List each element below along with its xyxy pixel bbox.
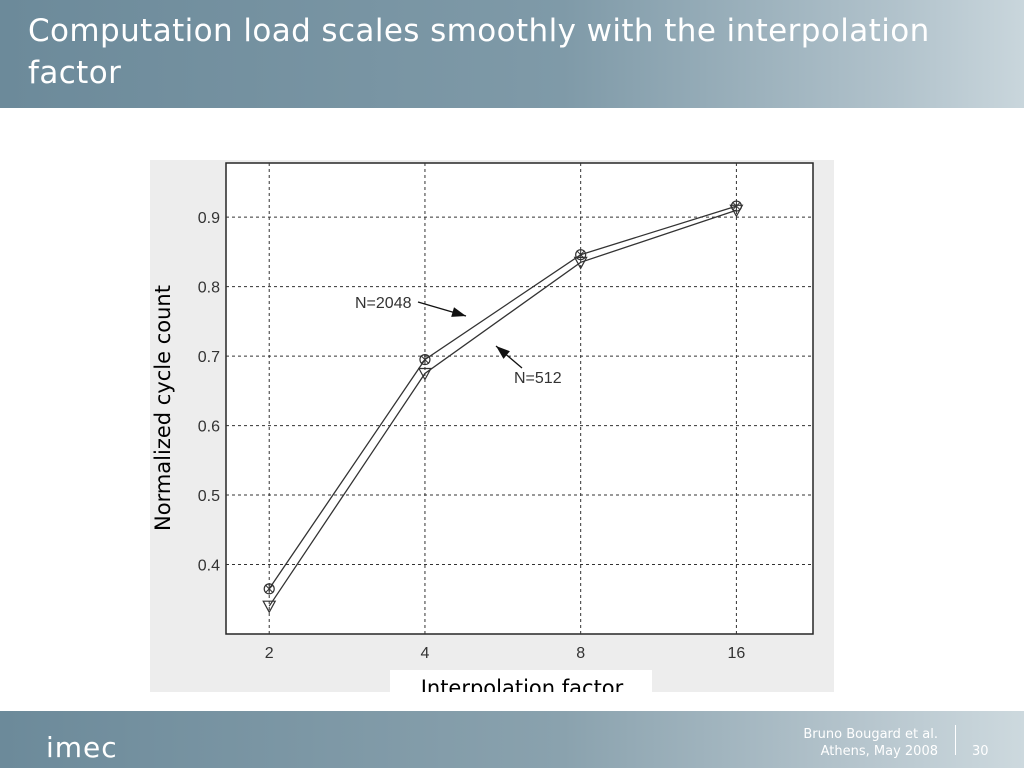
series-n-2048	[263, 200, 743, 595]
star-marker	[420, 354, 430, 365]
annotation-arrowhead	[451, 307, 466, 317]
y-tick-label: 0.9	[198, 210, 220, 227]
chart-panel: 2 4 8 16 0.4 0.5 0.6 0.7 0.8 0.9 N=2048 N=512 Norm…	[150, 160, 834, 692]
author-text: Bruno Bougard et al.	[803, 727, 938, 742]
brand-logo: imec	[46, 731, 118, 764]
slide-footer: imec Bruno Bougard et al. Athens, May 20…	[0, 711, 1024, 768]
x-tick-label: 2	[265, 645, 274, 662]
x-axis-title-background	[390, 670, 652, 692]
data-point	[573, 256, 588, 270]
plot-frame	[225, 162, 814, 635]
plot-area	[225, 162, 814, 635]
annotation-label: N=512	[514, 370, 562, 387]
star-marker	[732, 201, 741, 212]
data-point	[417, 367, 432, 381]
annotation-label: N=2048	[355, 295, 412, 312]
series-line	[268, 209, 737, 607]
annotation-arrowhead	[496, 346, 510, 359]
footer-credit: Bruno Bougard et al. Athens, May 2008	[803, 726, 938, 760]
data-point	[262, 600, 277, 614]
footer-divider	[955, 725, 956, 755]
annotation-n512: N=512	[495, 345, 562, 387]
series-line	[268, 205, 737, 590]
slide-header: Computation load scales smoothly with th…	[0, 0, 1024, 108]
y-tick-label: 0.7	[198, 349, 220, 366]
data-point	[419, 353, 431, 366]
grid-lines	[226, 163, 813, 634]
x-tick-label: 16	[728, 645, 746, 662]
data-point	[263, 583, 275, 595]
series-group	[262, 200, 744, 614]
triangle-marker	[573, 256, 588, 270]
data-point	[729, 204, 744, 218]
y-tick-label: 0.6	[198, 419, 220, 436]
y-tick-label: 0.5	[198, 488, 220, 505]
series-n-512	[262, 204, 744, 614]
y-tick-label: 0.4	[198, 558, 220, 575]
triangle-marker	[417, 367, 432, 381]
venue-date-text: Athens, May 2008	[820, 744, 938, 759]
x-tick-label: 4	[420, 645, 429, 662]
line-chart: 2 4 8 16 0.4 0.5 0.6 0.7 0.8 0.9 N=2048 N=512 Norm…	[151, 162, 814, 692]
annotations: N=2048 N=512	[355, 295, 562, 387]
y-tick-label: 0.8	[198, 280, 220, 297]
x-tick-label: 8	[576, 645, 585, 662]
page-number: 30	[972, 744, 989, 759]
annotation-n2048: N=2048	[355, 295, 467, 317]
tick-labels: 2 4 8 16 0.4 0.5 0.6 0.7 0.8 0.9	[198, 210, 746, 662]
x-axis-title: Interpolation factor	[421, 676, 624, 692]
y-axis-title: Normalized cycle count	[151, 285, 175, 531]
star-marker	[264, 583, 274, 594]
triangle-marker	[262, 600, 277, 614]
slide-title: Computation load scales smoothly with th…	[28, 13, 930, 91]
triangle-marker	[729, 204, 744, 218]
